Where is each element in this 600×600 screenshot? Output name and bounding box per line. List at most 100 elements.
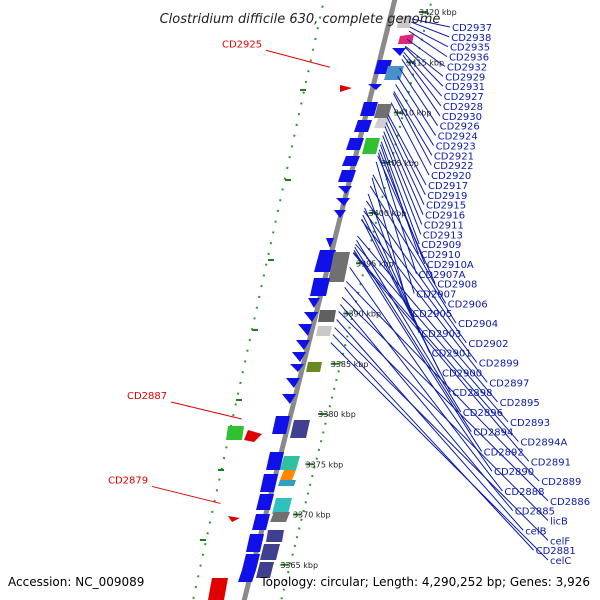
kbp-marker-label: 3385 kbp	[331, 360, 369, 369]
gene-label[interactable]: CD2936	[449, 53, 489, 64]
gene-label[interactable]: CD2923	[436, 141, 476, 152]
gene-leader-line	[402, 54, 442, 107]
gene-leader-line	[390, 102, 430, 176]
gene-leader-line	[353, 251, 519, 442]
gene-label[interactable]: CD2913	[423, 230, 463, 241]
gene-leader-line	[361, 218, 451, 393]
gene-label[interactable]: celC	[550, 556, 571, 567]
gene-label[interactable]: CD2881	[536, 546, 576, 557]
gene-leader-line	[355, 243, 509, 423]
gene-label[interactable]: licB	[550, 517, 568, 528]
gene-label[interactable]: CD2915	[426, 201, 466, 212]
gene-label[interactable]: CD2937	[452, 23, 492, 34]
gene-label[interactable]: CD2900	[442, 368, 482, 379]
kbp-marker-label: 3380 kbp	[318, 410, 356, 419]
forward-gene-labels: CD2937CD2938CD2935CD2936CD2932CD2929CD29…	[330, 18, 590, 567]
gene-leader-line	[404, 45, 444, 77]
gene-label[interactable]: CD2906	[448, 299, 488, 310]
gene-label[interactable]: CD2910	[420, 250, 460, 261]
gene-label[interactable]: CD2888	[504, 487, 544, 498]
gene-label[interactable]: CD2896	[463, 408, 503, 419]
gene-label[interactable]: CD2916	[425, 211, 465, 222]
gene-label[interactable]: CD2903	[421, 329, 461, 340]
gene-label[interactable]: celB	[525, 526, 546, 537]
gene-label[interactable]: CD2892	[484, 447, 524, 458]
gene-label[interactable]: CD2907A	[418, 270, 465, 281]
gene-label[interactable]: CD2911	[424, 220, 464, 231]
gene-label[interactable]: CD2886	[550, 497, 590, 508]
gene-label[interactable]: CD2893	[510, 418, 550, 429]
gene-label[interactable]: CD2895	[500, 398, 540, 409]
gene-label[interactable]: CD2920	[431, 171, 471, 182]
gene-label[interactable]: CD2894A	[520, 438, 567, 449]
gene-label[interactable]: CD2938	[451, 33, 491, 44]
gene-leader-line	[265, 49, 331, 68]
kbp-marker-label: 3405 kbp	[381, 159, 419, 168]
gene-leader-line	[349, 266, 493, 472]
gene-leader-line	[382, 135, 422, 235]
gene-label[interactable]: CD2889	[541, 477, 581, 488]
gene-leader-line	[393, 91, 433, 156]
gene-leader-line	[380, 141, 420, 245]
gene-label[interactable]: CD2879	[108, 475, 148, 486]
gene-leader-line	[357, 235, 498, 403]
gene-leader-line	[361, 219, 488, 383]
gene-label[interactable]: CD2898	[452, 388, 492, 399]
gene-leader-line	[383, 131, 423, 225]
gene-leader-line	[387, 114, 427, 186]
reverse-gene-track	[208, 85, 352, 600]
gene-label[interactable]: CD2931	[445, 82, 485, 93]
gene-label[interactable]: CD2917	[428, 181, 468, 192]
gene-leader-line	[408, 30, 448, 58]
gene-label[interactable]: CD2904	[458, 319, 498, 330]
gene-leader-line	[392, 93, 432, 166]
gene-label[interactable]: CD2897	[489, 378, 529, 389]
gene-label[interactable]: CD2929	[445, 72, 485, 83]
gene-label[interactable]: CD2932	[447, 62, 487, 73]
gene-label[interactable]: CD2901	[432, 349, 472, 360]
gene-label[interactable]: CD2919	[427, 191, 467, 202]
gene-leader-line	[336, 319, 524, 531]
gene-label[interactable]: CD2908	[437, 280, 477, 291]
gene-leader-line	[344, 287, 503, 492]
gene-label[interactable]: CD2899	[479, 359, 519, 370]
kbp-marker-label: 3390 kbp	[343, 310, 381, 319]
gene-leader-line	[338, 311, 549, 521]
gc-track-dashes	[200, 89, 306, 541]
gene-label[interactable]: CD2890	[494, 467, 534, 478]
gene-leader-line	[341, 297, 549, 502]
gene-label[interactable]: CD2924	[438, 132, 478, 143]
gene-label[interactable]: CD2928	[443, 102, 483, 113]
gene-label[interactable]: CD2927	[444, 92, 484, 103]
gene-label[interactable]: CD2887	[127, 391, 167, 402]
gene-label[interactable]: CD2891	[531, 457, 571, 468]
gene-leader-line	[397, 76, 437, 136]
gene-label[interactable]: CD2905	[412, 309, 452, 320]
gene-label[interactable]: CD2910A	[427, 260, 474, 271]
gene-label[interactable]: celF	[550, 536, 570, 547]
gene-leader-line	[386, 117, 426, 196]
gene-leader-line	[334, 327, 549, 541]
gene-leader-line	[363, 210, 478, 363]
gene-leader-line	[352, 252, 530, 462]
gene-label[interactable]: CD2930	[442, 112, 482, 123]
gene-label[interactable]: CD2921	[434, 151, 474, 162]
gene-label[interactable]: CD2902	[468, 339, 508, 350]
gene-leader-line	[332, 334, 534, 551]
gene-leader-line	[353, 249, 483, 452]
gene-leader-line	[170, 401, 242, 420]
gene-label[interactable]: CD2925	[222, 39, 262, 50]
kbp-marker-label: 3395 kbp	[356, 259, 394, 268]
gene-leader-line	[377, 152, 417, 274]
gene-label[interactable]: CD2885	[515, 507, 555, 518]
gene-label[interactable]: CD2935	[450, 43, 490, 54]
gene-label[interactable]: CD2907	[416, 290, 456, 301]
gene-label[interactable]: CD2909	[421, 240, 461, 251]
kbp-marker-label: 3410 kbp	[394, 109, 432, 118]
gene-label[interactable]: CD2926	[440, 122, 480, 133]
gene-leader-line	[372, 174, 447, 304]
gene-leader-line	[375, 161, 415, 294]
gene-label[interactable]: CD2922	[433, 161, 473, 172]
